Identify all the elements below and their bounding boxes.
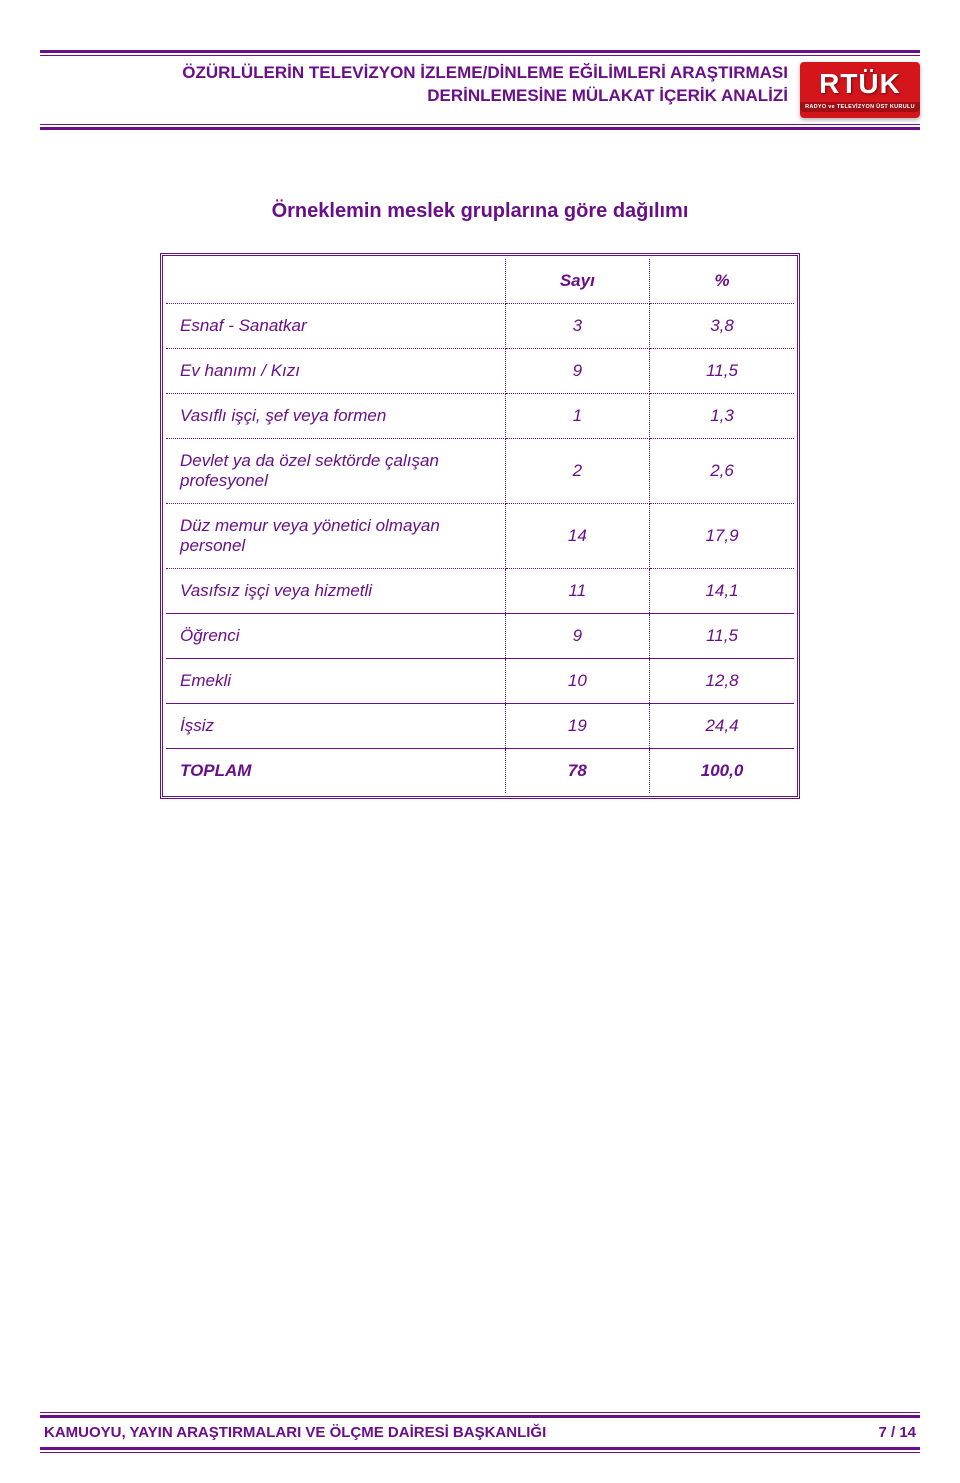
row-pct: 1,3 xyxy=(650,394,794,439)
logo-main-text: RTÜK xyxy=(819,68,901,100)
header-line1: ÖZÜRLÜLERİN TELEVİZYON İZLEME/DİNLEME EĞ… xyxy=(182,63,788,82)
row-count: 3 xyxy=(505,304,649,349)
rule xyxy=(40,50,920,56)
total-pct: 100,0 xyxy=(650,749,794,794)
row-pct: 12,8 xyxy=(650,659,794,704)
table-outer-border: Sayı % Esnaf - Sanatkar33,8Ev hanımı / K… xyxy=(160,253,800,799)
col-header-pct: % xyxy=(650,259,794,304)
header-block: ÖZÜRLÜLERİN TELEVİZYON İZLEME/DİNLEME EĞ… xyxy=(40,62,920,118)
table-row: Emekli1012,8 xyxy=(166,659,794,704)
row-count: 14 xyxy=(505,504,649,569)
header-top-rule xyxy=(40,50,920,56)
footer-rule-bot xyxy=(40,1447,920,1453)
table-row: Vasıfsız işçi veya hizmetli1114,1 xyxy=(166,569,794,614)
row-label: Vasıfsız işçi veya hizmetli xyxy=(166,569,505,614)
row-count: 9 xyxy=(505,614,649,659)
table-row: Öğrenci911,5 xyxy=(166,614,794,659)
col-header-count: Sayı xyxy=(505,259,649,304)
row-label: Emekli xyxy=(166,659,505,704)
row-pct: 11,5 xyxy=(650,349,794,394)
page-sep: / xyxy=(887,1424,900,1441)
row-count: 1 xyxy=(505,394,649,439)
row-count: 2 xyxy=(505,439,649,504)
total-label: TOPLAM xyxy=(166,749,505,794)
row-pct: 11,5 xyxy=(650,614,794,659)
row-pct: 17,9 xyxy=(650,504,794,569)
logo-sub-text: RADYO ve TELEVİZYON ÜST KURULU xyxy=(800,104,920,110)
row-count: 11 xyxy=(505,569,649,614)
rtuk-logo: RTÜK RADYO ve TELEVİZYON ÜST KURULU xyxy=(800,62,920,118)
row-label: Vasıflı işçi, şef veya formen xyxy=(166,394,505,439)
row-label: İşsiz xyxy=(166,704,505,749)
row-label: Düz memur veya yönetici olmayan personel xyxy=(166,504,505,569)
table-row: Düz memur veya yönetici olmayan personel… xyxy=(166,504,794,569)
row-label: Öğrenci xyxy=(166,614,505,659)
col-header-empty xyxy=(166,259,505,304)
table-title: Örneklemin meslek gruplarına göre dağılı… xyxy=(40,200,920,223)
page-current: 7 xyxy=(878,1424,886,1441)
row-pct: 14,1 xyxy=(650,569,794,614)
row-count: 19 xyxy=(505,704,649,749)
row-pct: 24,4 xyxy=(650,704,794,749)
row-pct: 2,6 xyxy=(650,439,794,504)
footer-line: KAMUOYU, YAYIN ARAŞTIRMALARI VE ÖLÇME DA… xyxy=(40,1418,920,1447)
header-text: ÖZÜRLÜLERİN TELEVİZYON İZLEME/DİNLEME EĞ… xyxy=(40,62,788,108)
row-pct: 3,8 xyxy=(650,304,794,349)
content-area: Örneklemin meslek gruplarına göre dağılı… xyxy=(40,130,920,1412)
row-label: Esnaf - Sanatkar xyxy=(166,304,505,349)
table-total-row: TOPLAM78100,0 xyxy=(166,749,794,794)
table-row: İşsiz1924,4 xyxy=(166,704,794,749)
row-label: Ev hanımı / Kızı xyxy=(166,349,505,394)
logo-sub-wrap: RADYO ve TELEVİZYON ÜST KURULU xyxy=(800,102,920,112)
data-table: Sayı % Esnaf - Sanatkar33,8Ev hanımı / K… xyxy=(166,259,794,793)
header-line2: DERİNLEMESİNE MÜLAKAT İÇERİK ANALİZİ xyxy=(427,86,788,105)
table-row: Devlet ya da özel sektörde çalışan profe… xyxy=(166,439,794,504)
row-count: 10 xyxy=(505,659,649,704)
page-total: 14 xyxy=(899,1424,916,1441)
table-header-row: Sayı % xyxy=(166,259,794,304)
row-label: Devlet ya da özel sektörde çalışan profe… xyxy=(166,439,505,504)
footer-left-text: KAMUOYU, YAYIN ARAŞTIRMALARI VE ÖLÇME DA… xyxy=(44,1424,546,1441)
page-number: 7 / 14 xyxy=(878,1424,916,1441)
total-count: 78 xyxy=(505,749,649,794)
table-row: Vasıflı işçi, şef veya formen11,3 xyxy=(166,394,794,439)
row-count: 9 xyxy=(505,349,649,394)
table-row: Ev hanımı / Kızı911,5 xyxy=(166,349,794,394)
footer: KAMUOYU, YAYIN ARAŞTIRMALARI VE ÖLÇME DA… xyxy=(40,1412,920,1453)
table-row: Esnaf - Sanatkar33,8 xyxy=(166,304,794,349)
